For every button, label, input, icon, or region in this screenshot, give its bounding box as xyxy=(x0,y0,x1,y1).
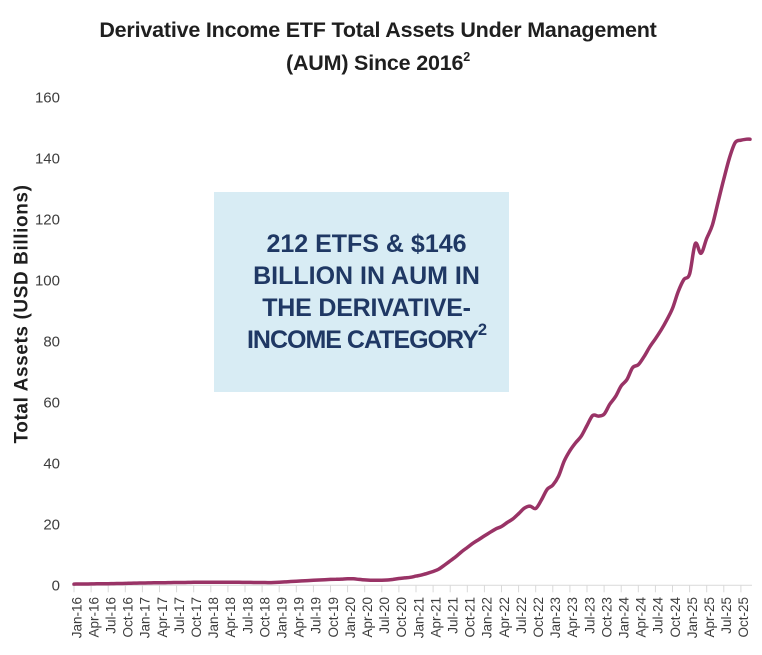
svg-text:20: 20 xyxy=(43,516,60,533)
svg-text:Oct-17: Oct-17 xyxy=(189,597,204,638)
svg-text:Jul-16: Jul-16 xyxy=(104,597,119,634)
svg-text:Jul-18: Jul-18 xyxy=(240,597,255,634)
svg-text:Jan-21: Jan-21 xyxy=(411,597,426,638)
svg-text:Jan-17: Jan-17 xyxy=(138,597,153,638)
svg-text:Apr-22: Apr-22 xyxy=(497,597,512,638)
svg-text:Oct-23: Oct-23 xyxy=(599,597,614,638)
svg-text:Apr-19: Apr-19 xyxy=(292,597,307,638)
svg-text:60: 60 xyxy=(43,394,60,411)
svg-text:Jan-20: Jan-20 xyxy=(343,597,358,638)
svg-text:Jan-18: Jan-18 xyxy=(206,597,221,638)
svg-text:40: 40 xyxy=(43,455,60,472)
svg-text:Apr-16: Apr-16 xyxy=(86,597,101,638)
svg-text:Oct-20: Oct-20 xyxy=(394,597,409,638)
svg-text:Jul-25: Jul-25 xyxy=(719,597,734,634)
svg-text:Oct-18: Oct-18 xyxy=(257,597,272,638)
svg-text:Jan-22: Jan-22 xyxy=(480,597,495,638)
svg-text:120: 120 xyxy=(35,211,60,228)
svg-text:Jul-20: Jul-20 xyxy=(377,597,392,634)
svg-text:160: 160 xyxy=(35,89,60,106)
svg-text:Jul-23: Jul-23 xyxy=(582,597,597,634)
svg-text:Jul-22: Jul-22 xyxy=(514,597,529,634)
svg-text:Oct-19: Oct-19 xyxy=(326,597,341,638)
svg-text:Oct-16: Oct-16 xyxy=(121,597,136,638)
svg-text:140: 140 xyxy=(35,150,60,167)
svg-text:Jan-19: Jan-19 xyxy=(275,597,290,638)
svg-text:Jan-16: Jan-16 xyxy=(69,597,84,638)
svg-text:Apr-20: Apr-20 xyxy=(360,597,375,638)
svg-text:Jan-24: Jan-24 xyxy=(617,597,632,639)
svg-text:Oct-25: Oct-25 xyxy=(736,597,751,638)
svg-text:Apr-17: Apr-17 xyxy=(155,597,170,638)
svg-text:Apr-18: Apr-18 xyxy=(223,597,238,638)
svg-text:Jul-21: Jul-21 xyxy=(446,597,461,634)
svg-text:Jan-25: Jan-25 xyxy=(685,597,700,638)
svg-text:Total Assets (USD Billions): Total Assets (USD Billions) xyxy=(12,184,33,443)
svg-text:Oct-22: Oct-22 xyxy=(531,597,546,638)
svg-text:Oct-24: Oct-24 xyxy=(668,597,683,638)
svg-text:Oct-21: Oct-21 xyxy=(463,597,478,638)
svg-text:Jul-17: Jul-17 xyxy=(172,597,187,634)
svg-text:Jan-23: Jan-23 xyxy=(548,597,563,638)
svg-text:Apr-25: Apr-25 xyxy=(702,597,717,638)
svg-text:Apr-24: Apr-24 xyxy=(634,597,649,638)
svg-text:Jul-19: Jul-19 xyxy=(309,597,324,634)
svg-text:Apr-21: Apr-21 xyxy=(428,597,443,638)
svg-text:100: 100 xyxy=(35,272,60,289)
svg-text:Apr-23: Apr-23 xyxy=(565,597,580,638)
svg-text:80: 80 xyxy=(43,333,60,350)
svg-text:0: 0 xyxy=(52,577,60,594)
svg-text:Jul-24: Jul-24 xyxy=(651,597,666,634)
